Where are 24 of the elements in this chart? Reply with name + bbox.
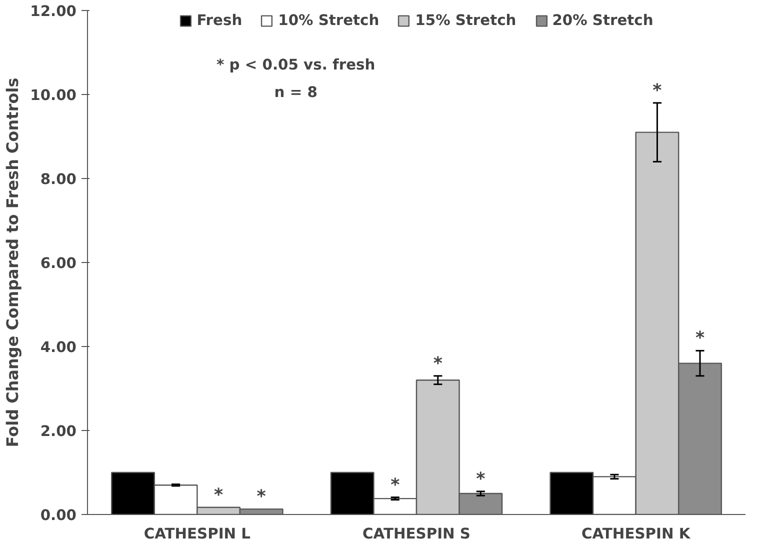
y-tick-label: 8.00 xyxy=(40,171,77,188)
y-tick-label: 12.00 xyxy=(30,3,76,20)
x-tick-label: CATHESPIN S xyxy=(362,526,470,542)
annotation: n = 8 xyxy=(274,84,318,101)
y-tick-label: 4.00 xyxy=(40,339,77,356)
legend-label: 10% Stretch xyxy=(278,12,380,29)
data-label: * xyxy=(695,328,705,349)
y-tick-label: 0.00 xyxy=(40,507,77,524)
y-axis-title: Fold Change Compared to Fresh Controls xyxy=(3,78,22,448)
legend-label: Fresh xyxy=(196,12,242,29)
legend-label: 20% Stretch xyxy=(552,12,654,29)
data-label: * xyxy=(433,354,442,374)
data-label: * xyxy=(652,80,662,101)
legend-label: 15% Stretch xyxy=(415,12,516,29)
data-label: * xyxy=(390,475,400,496)
x-tick-label: CATHESPIN L xyxy=(144,526,251,542)
y-tick-label: 6.00 xyxy=(40,255,77,272)
data-label: * xyxy=(214,485,224,506)
x-tick-label: CATHESPIN K xyxy=(581,526,691,542)
y-tick-label: 10.00 xyxy=(30,87,76,104)
data-label: * xyxy=(476,469,486,490)
data-label: * xyxy=(256,487,266,508)
y-tick-label: 2.00 xyxy=(40,423,77,440)
annotation: * p < 0.05 vs. fresh xyxy=(216,56,376,74)
